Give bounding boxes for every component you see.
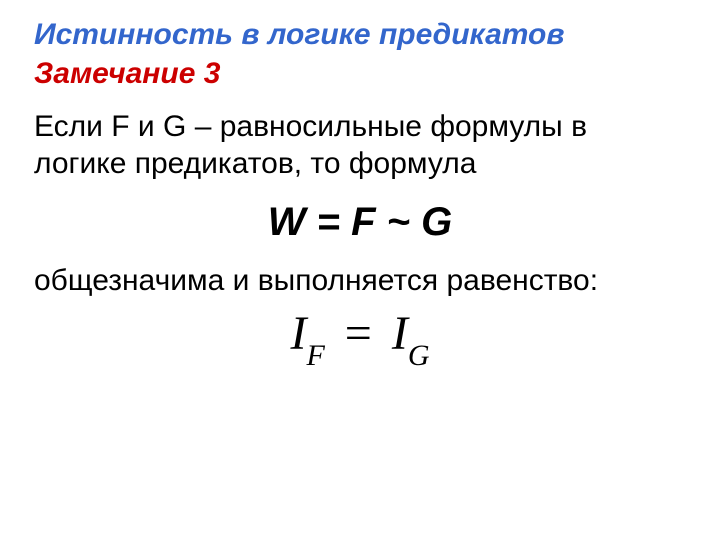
paragraph-1: Если F и G – равносильные формулы в логи… xyxy=(34,109,686,182)
paragraph-2: общезначима и выполняется равенство: xyxy=(34,263,686,300)
slide-title: Истинность в логике предикатов xyxy=(34,18,686,53)
equation-right-base: I xyxy=(392,307,408,360)
slide-container: Истинность в логике предикатов Замечание… xyxy=(0,0,720,540)
equation-left-subscript: F xyxy=(306,339,324,372)
equation: IF = IG xyxy=(34,310,686,366)
slide-subtitle: Замечание 3 xyxy=(34,57,686,92)
equation-left-base: I xyxy=(290,307,306,360)
formula-line: W = F ~ G xyxy=(34,200,686,245)
equation-right-subscript: G xyxy=(408,339,430,372)
equation-operator: = xyxy=(337,307,380,360)
